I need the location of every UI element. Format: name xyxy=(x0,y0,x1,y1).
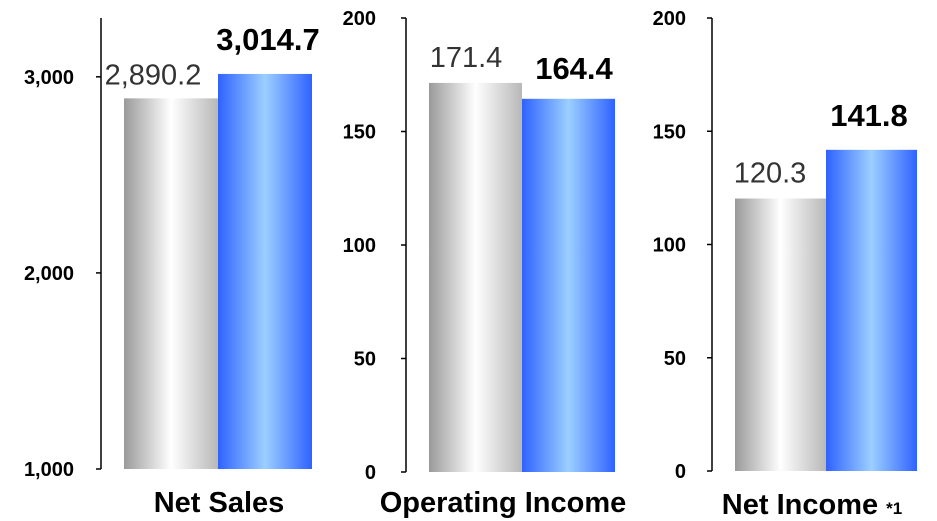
bar-previous xyxy=(124,98,218,469)
bar-previous xyxy=(735,198,826,471)
y-tick-label: 1,000 xyxy=(24,459,74,481)
y-tick-label: 100 xyxy=(653,235,686,257)
y-tick-label: 3,000 xyxy=(24,67,74,89)
value-label-current: 164.4 xyxy=(535,51,613,86)
chart-title-text: Net Income xyxy=(722,489,878,521)
chart-title: Operating Income xyxy=(380,487,627,519)
y-tick-label: 0 xyxy=(365,462,376,484)
bar-current xyxy=(522,98,615,472)
y-tick-label: 150 xyxy=(653,121,686,143)
y-tick-label: 2,000 xyxy=(24,263,74,285)
chart-title: Net Income *1 xyxy=(722,489,902,521)
bar-current xyxy=(218,73,312,470)
value-label-previous: 120.3 xyxy=(734,158,807,190)
y-tick-label: 0 xyxy=(675,461,686,483)
value-label-current: 141.8 xyxy=(830,98,908,133)
bar-current xyxy=(826,149,917,471)
chart-panel-3: 0 50 100 150 200 120.3 141.8 Net Income *1 xyxy=(653,8,917,521)
y-tick-label: 100 xyxy=(343,235,376,257)
value-label-current: 3,014.7 xyxy=(216,22,319,57)
value-label-previous: 2,890.2 xyxy=(105,59,202,91)
chart-title-footnote-mark: *1 xyxy=(886,499,902,518)
y-tick-label: 200 xyxy=(343,8,376,30)
y-tick-label: 50 xyxy=(354,349,376,371)
chart-title-text: Operating Income xyxy=(380,487,627,519)
y-tick-label: 150 xyxy=(343,122,376,144)
chart-panel-2: 0 50 100 150 200 171.4 164.4 Operating Income xyxy=(343,8,627,519)
chart-title-text: Net Sales xyxy=(154,487,285,519)
chart-title: Net Sales xyxy=(154,487,285,519)
y-tick-label: 200 xyxy=(653,8,686,30)
bar-previous xyxy=(429,82,522,472)
chart-panel-1: 1,000 2,000 3,000 2,890.2 3,014.7 Net Sales xyxy=(24,18,320,519)
y-tick-label: 50 xyxy=(664,348,686,370)
value-label-previous: 171.4 xyxy=(430,42,503,74)
